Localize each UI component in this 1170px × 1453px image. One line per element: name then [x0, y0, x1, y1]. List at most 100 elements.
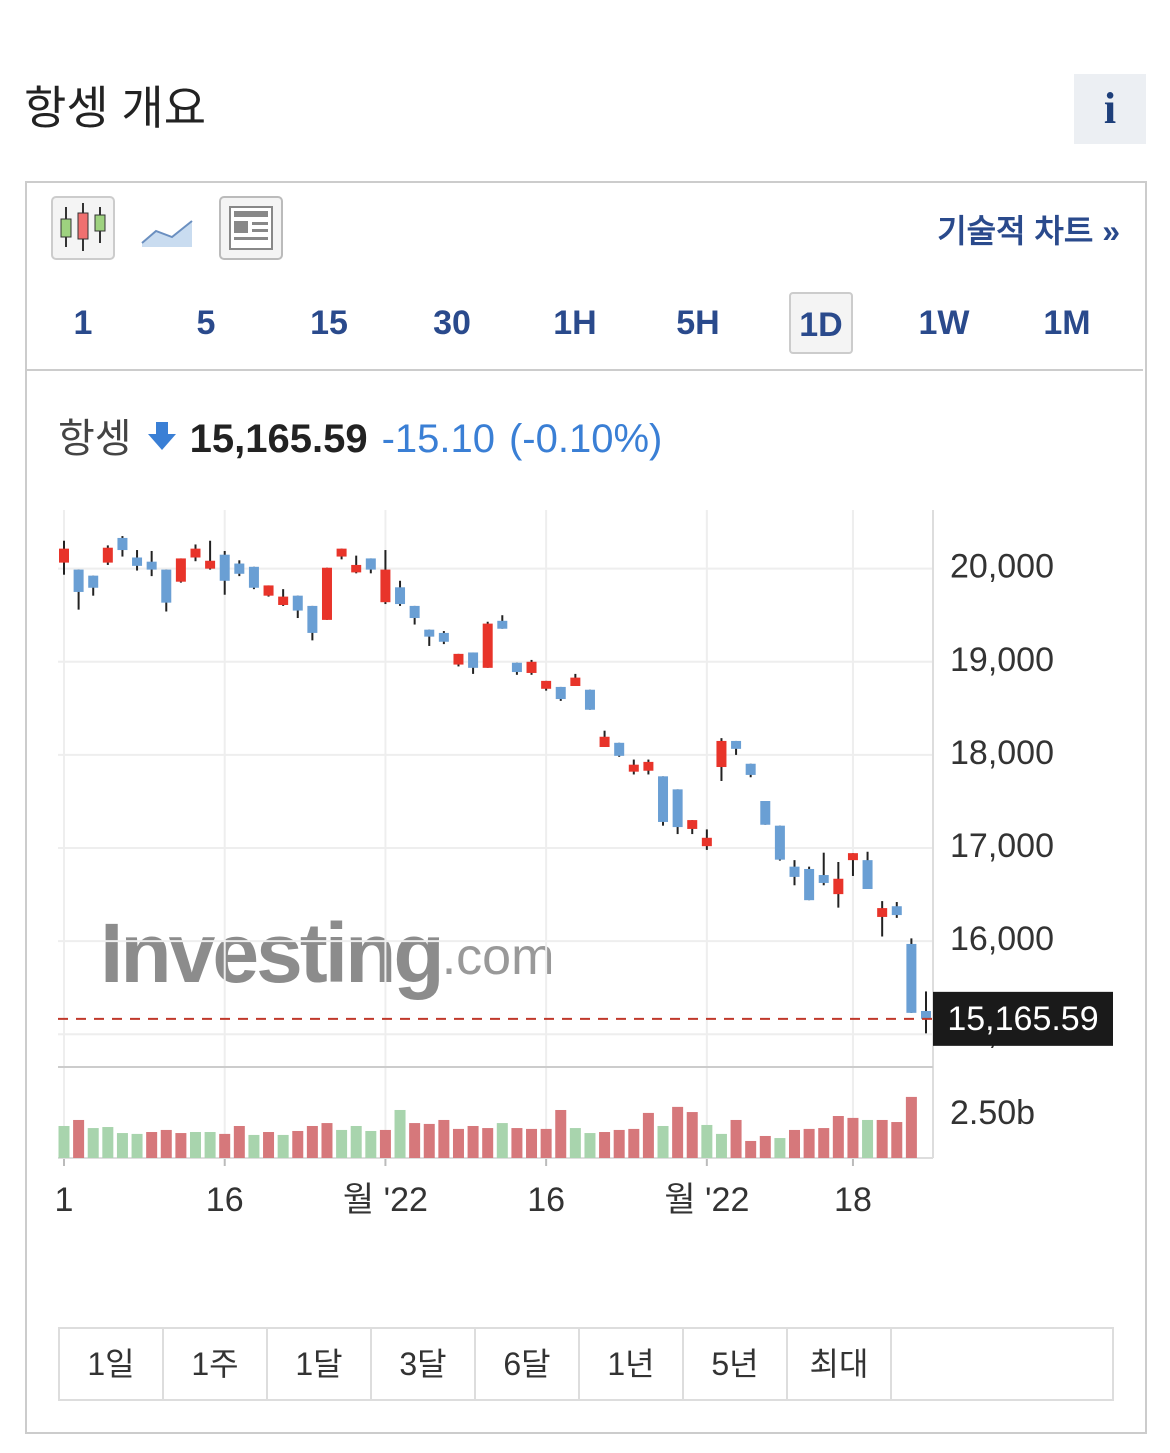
timeframe-button[interactable]: 1D	[789, 292, 853, 354]
candle-body	[921, 1010, 931, 1019]
timeframe-button[interactable]: 1H	[553, 304, 597, 342]
candle-body	[628, 764, 639, 772]
candle-body	[438, 632, 449, 642]
volume-bar	[219, 1133, 231, 1158]
divider	[27, 369, 1143, 371]
candle-body	[278, 596, 289, 605]
info-button[interactable]: i	[1074, 74, 1146, 144]
candle-body	[804, 868, 815, 901]
candle-body	[161, 569, 172, 603]
candle-body	[219, 554, 230, 581]
volume-bar	[452, 1128, 464, 1158]
candle-body	[599, 736, 610, 747]
timeframe-button[interactable]: 5H	[676, 304, 720, 342]
candle-body	[745, 763, 756, 775]
range-bar: 1일 1주 1달 3달 6달 1년 5년 최대	[58, 1327, 1114, 1401]
news-icon[interactable]	[219, 196, 283, 260]
volume-bar	[862, 1119, 874, 1158]
candle-body	[526, 661, 537, 673]
index-name: 항셍	[58, 417, 132, 461]
x-tick-label: 16	[206, 1181, 244, 1219]
timeframe-button[interactable]: 15	[310, 304, 348, 342]
volume-bar	[774, 1138, 786, 1158]
candle-body	[395, 587, 406, 605]
volume-bar	[87, 1128, 99, 1158]
volume-bar	[438, 1119, 450, 1158]
volume-bar	[233, 1125, 245, 1158]
volume-bar	[526, 1128, 538, 1158]
candle-body	[146, 561, 157, 570]
volume-bar	[160, 1129, 172, 1158]
volume-bar	[789, 1129, 801, 1158]
y-tick-label: 16,000	[950, 920, 1054, 958]
range-button[interactable]: 5년	[684, 1329, 788, 1399]
timeframe-button[interactable]: 1W	[918, 304, 970, 342]
volume-bar	[569, 1128, 581, 1158]
technical-chart-link[interactable]: 기술적 차트 »	[937, 213, 1120, 249]
range-button[interactable]: 1년	[580, 1329, 684, 1399]
y-tick-label: 18,000	[950, 734, 1054, 772]
timeframe-button[interactable]: 1	[73, 304, 93, 342]
volume-bar	[599, 1132, 611, 1158]
candle-body	[59, 548, 69, 563]
candle-body	[234, 563, 245, 574]
candle-body	[205, 560, 216, 569]
candle-body	[73, 569, 84, 592]
quote-line: 항셍 15,165.59 -15.10 (-0.10%)	[58, 406, 676, 464]
volume-bar	[832, 1116, 844, 1158]
volume-bar	[336, 1129, 348, 1158]
candle-body	[380, 569, 391, 603]
candle-body	[906, 943, 917, 1013]
area-icon[interactable]	[141, 220, 193, 247]
volume-bar	[248, 1134, 260, 1158]
candle-body	[292, 595, 303, 611]
chart-panel	[25, 181, 1147, 1434]
candle-body	[672, 789, 683, 828]
candle-body	[570, 677, 581, 686]
candle-body	[468, 652, 479, 668]
last-price-box	[933, 991, 1113, 1046]
volume-bar	[409, 1123, 421, 1158]
candle-body	[833, 878, 844, 895]
volume-bar	[204, 1132, 216, 1158]
candle-body	[511, 662, 522, 673]
range-button[interactable]: 최대	[788, 1329, 892, 1399]
volume-bar	[131, 1133, 143, 1158]
candle-body	[701, 837, 712, 847]
range-button[interactable]: 1달	[268, 1329, 372, 1399]
volume-bar	[905, 1096, 917, 1158]
candle-icon[interactable]	[51, 196, 115, 260]
range-button[interactable]: 1일	[60, 1329, 164, 1399]
volume-bar	[584, 1133, 596, 1158]
volume-bar	[847, 1117, 859, 1158]
candle-body	[175, 558, 186, 582]
range-button[interactable]: 6달	[476, 1329, 580, 1399]
volume-bar	[467, 1125, 479, 1158]
timeframe-button[interactable]: 30	[433, 304, 471, 342]
volume-bar	[379, 1129, 391, 1158]
volume-bar	[306, 1125, 318, 1158]
volume-bar	[642, 1112, 654, 1158]
y-tick-label: 17,000	[950, 827, 1054, 865]
candle-body	[555, 686, 566, 700]
range-button[interactable]: 1주	[164, 1329, 268, 1399]
x-tick-label: 1	[55, 1181, 74, 1219]
volume-bar	[672, 1106, 684, 1158]
range-button[interactable]: 3달	[372, 1329, 476, 1399]
volume-bar	[423, 1123, 435, 1158]
x-tick-label: 월 '22	[343, 1181, 428, 1219]
candle-body	[365, 558, 376, 570]
chart: Investing.com15,00016,00017,00018,00019,…	[55, 510, 1113, 1219]
candle-body	[248, 566, 259, 588]
timeframe-button[interactable]: 1M	[1043, 304, 1091, 342]
volume-bar	[701, 1124, 713, 1158]
volume-bar	[657, 1125, 669, 1158]
candle-body	[409, 605, 420, 619]
watermark-part: .com	[442, 928, 555, 986]
candle-body	[584, 689, 595, 710]
timeframe-button[interactable]: 5	[196, 304, 216, 342]
candle-body	[541, 680, 552, 689]
volume-bar	[628, 1128, 640, 1158]
volume-bar	[496, 1123, 508, 1158]
